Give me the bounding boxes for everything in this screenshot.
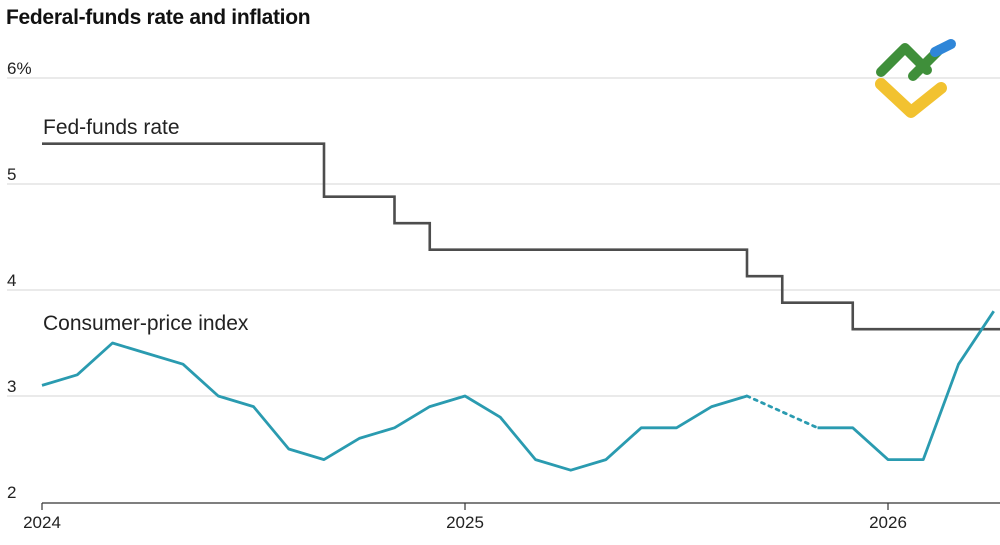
tick-labels: 6% 5 4 3 2 2024 2025 2026 [7,59,907,532]
grid-lines [7,77,1000,397]
series-line-cpi [41,341,748,472]
series-line-fed-funds [42,142,1000,331]
chart-title: Federal-funds rate and inflation [6,6,311,29]
series-line-cpi [817,310,995,462]
x-tick-label: 2025 [446,513,484,532]
series-label-cpi: Consumer-price index [43,312,249,335]
y-tick-label: 6% [7,59,32,78]
y-tick-label: 3 [7,377,16,396]
x-tick-label: 2024 [23,513,61,532]
y-tick-label: 2 [7,483,16,502]
series [41,142,1000,472]
x-tick-label: 2026 [869,513,907,532]
y-tick-label: 5 [7,165,16,184]
brand-logo [875,39,956,118]
y-tick-label: 4 [7,271,16,290]
series-line-cpi-estimated [745,394,819,430]
logo-blue-mark [930,39,956,57]
series-labels: Fed-funds rate Consumer-price index [43,116,249,335]
series-label-fed-funds: Fed-funds rate [43,116,180,139]
logo-yellow-mark [875,78,947,118]
